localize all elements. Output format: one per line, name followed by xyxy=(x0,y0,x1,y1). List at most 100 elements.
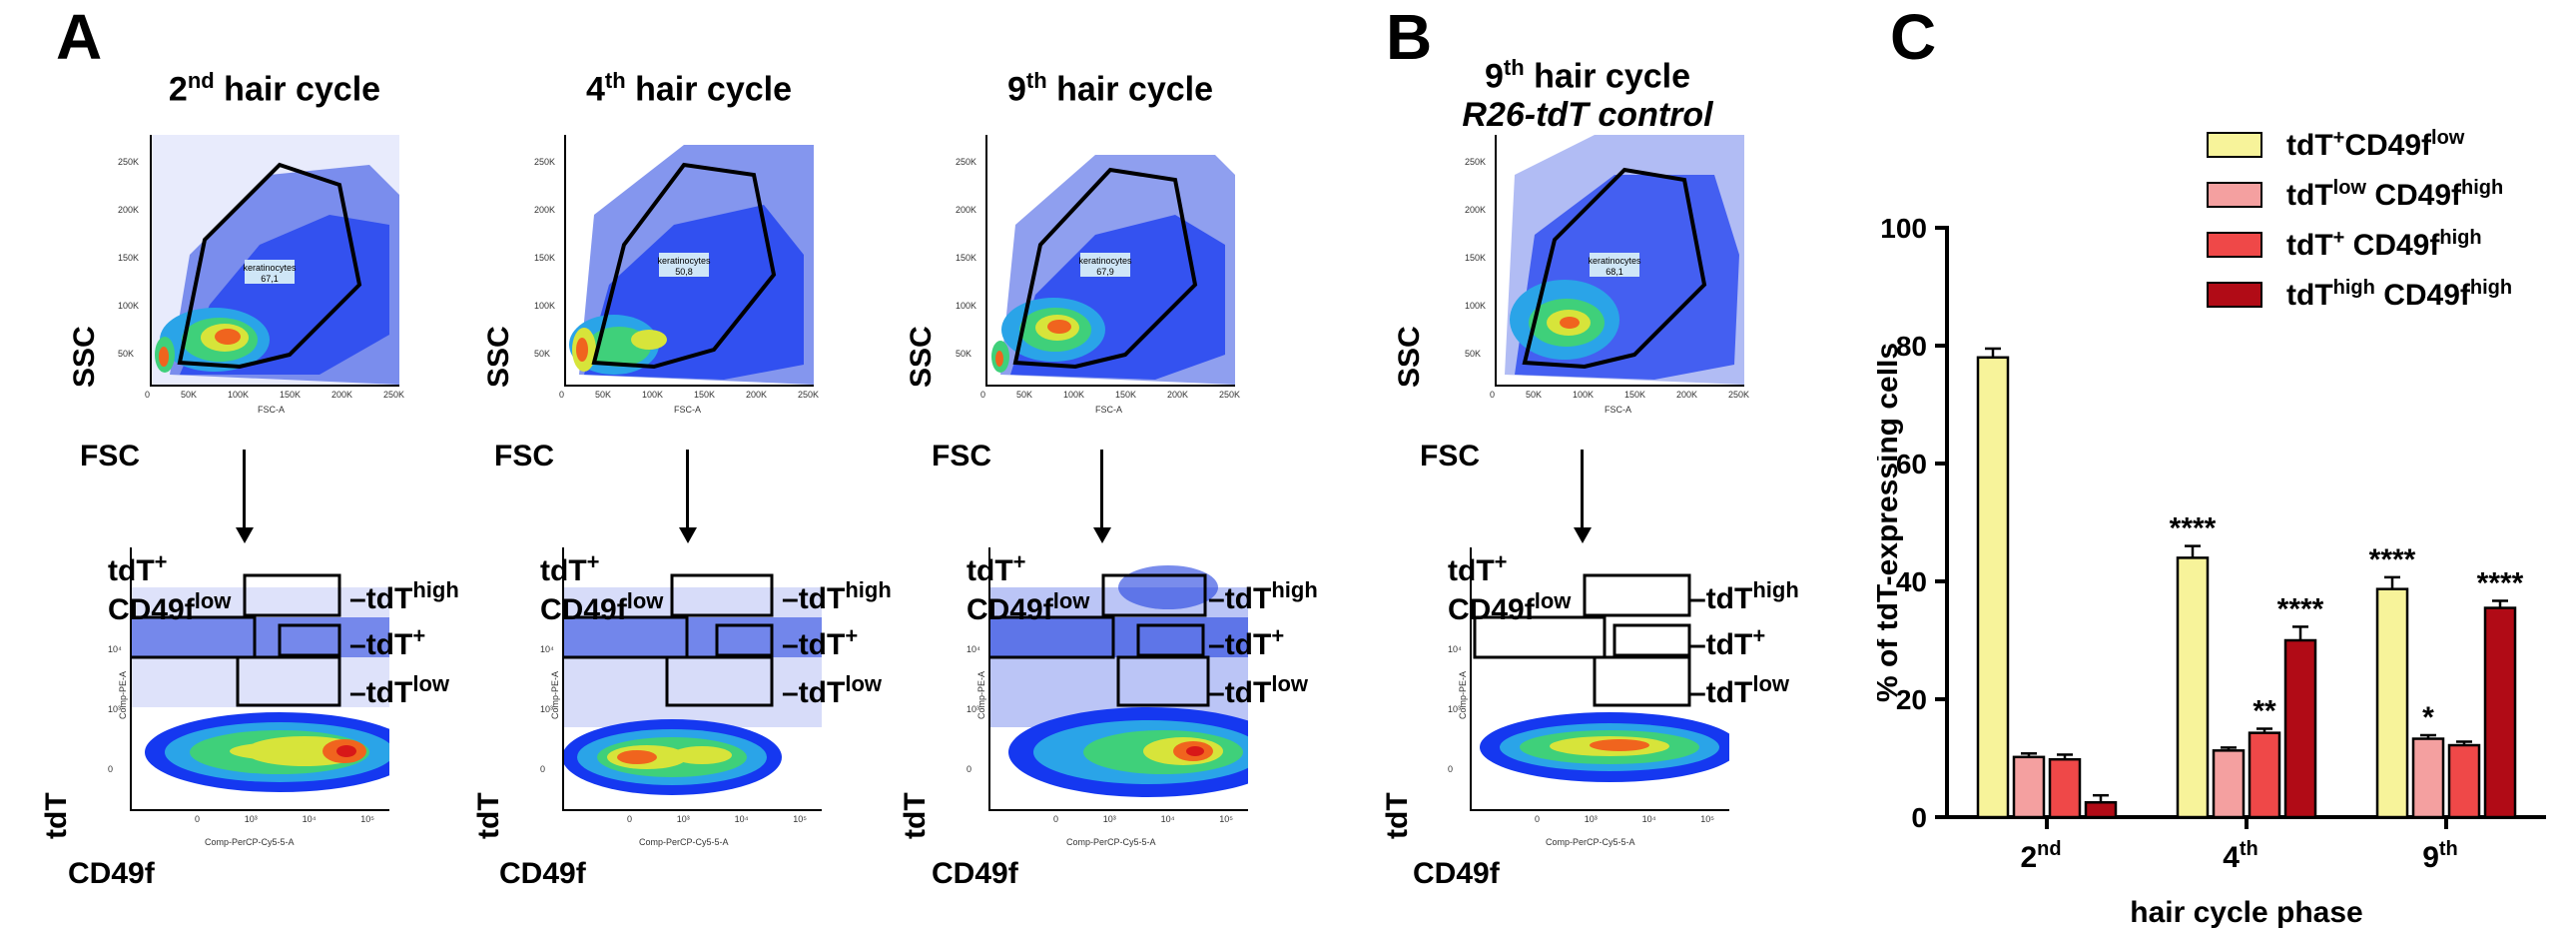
gate-pct-4th: 50,8 xyxy=(675,267,693,277)
significance-stars: * xyxy=(2422,701,2434,734)
cd49f-label-control: CD49f xyxy=(1413,857,1500,890)
heading-9th-cycle: 9th hair cycle xyxy=(1006,68,1214,109)
y-tick-label: 0 xyxy=(1911,802,1927,833)
bar xyxy=(2483,606,2517,819)
gate-name-9th: keratinocytes xyxy=(1078,256,1132,266)
x-tick-label: 2nd xyxy=(2020,838,2061,874)
scatter-yticks-control: 250K 200K 150K 100K 50K xyxy=(1465,157,1487,359)
panel-letter-c: C xyxy=(1890,1,1937,73)
facs-xaxis-4th xyxy=(562,809,822,811)
significance-stars: **** xyxy=(2369,543,2416,576)
pe-small-2nd: Comp-PE-A xyxy=(118,670,128,719)
arrow-head-4th xyxy=(679,527,697,543)
fsc-label-control: FSC xyxy=(1420,440,1480,473)
gate-label-tdtplus-4th: –tdT+ xyxy=(782,623,859,661)
gate-pct-control: 68,1 xyxy=(1606,267,1623,277)
gate-label-tdthigh-control: –tdThigh xyxy=(1689,577,1799,615)
gate-label-tdtplus-9th: –tdT+ xyxy=(1208,623,1285,661)
facs-yaxis-9th xyxy=(988,547,990,809)
fsc-a-small-2nd: FSC-A xyxy=(258,405,285,415)
facs-yaxis-4th xyxy=(562,547,564,809)
arrow-head-2nd xyxy=(236,527,254,543)
legend-item: tdThigh CD49fhigh xyxy=(2207,270,2512,320)
facs-density-9th xyxy=(988,547,1248,809)
facs-yticks-4th: 10⁴ 10³ 0 xyxy=(540,644,554,774)
scatter-yticks-2nd: 250K 200K 150K 100K 50K xyxy=(118,157,140,359)
pe-small-9th: Comp-PE-A xyxy=(976,670,986,719)
legend-item: tdT+ CD49fhigh xyxy=(2207,220,2512,270)
facs-xticks-control: 0 10³ 10⁴ 10⁵ xyxy=(1535,814,1714,824)
ssc-label-control: SSC xyxy=(1393,326,1426,388)
scatter-xaxis-4th xyxy=(564,385,814,387)
legend-swatch xyxy=(2207,232,2262,258)
facs-plot-4th xyxy=(562,547,822,809)
facs-xaxis-9th xyxy=(988,809,1248,811)
bar-chart: 0204060801002nd**********4th*********9th… xyxy=(1877,213,2546,929)
scatter-yticks-4th: 250K 200K 150K 100K 50K xyxy=(534,157,556,359)
scatter-yaxis-2nd xyxy=(150,135,152,385)
legend-swatch xyxy=(2207,182,2262,208)
legend-swatch xyxy=(2207,132,2262,158)
gate-label-tdtplus-control: –tdT+ xyxy=(1689,623,1766,661)
fsc-a-small-4th: FSC-A xyxy=(674,405,701,415)
gate-pct-2nd: 67,1 xyxy=(261,274,279,284)
heading-control: 9th hair cycle R26-tdT control xyxy=(1462,55,1713,135)
arrow-9th xyxy=(1100,450,1103,529)
legend-label: tdTlow CD49fhigh xyxy=(2286,177,2504,212)
bar xyxy=(2176,556,2210,819)
facs-plot-2nd xyxy=(130,547,389,809)
facs-yticks-control: 10⁴ 10³ 0 xyxy=(1448,644,1462,774)
percp-small-4th: Comp-PerCP-Cy5-5-A xyxy=(639,837,729,847)
x-tick-label: 9th xyxy=(2422,838,2458,874)
y-tick-label: 20 xyxy=(1896,684,1927,715)
legend-label: tdT+ CD49fhigh xyxy=(2286,227,2482,262)
facs-yticks-2nd: 10⁴ 10³ 0 xyxy=(108,644,122,774)
gate-label-tdtplus-cd49flow-2nd: tdT+ CD49flow xyxy=(108,549,232,626)
bar xyxy=(1976,356,2010,819)
scatter-density-control: keratinocytes 68,1 xyxy=(1495,135,1744,385)
arrow-head-9th xyxy=(1093,527,1111,543)
scatter-xaxis-2nd xyxy=(150,385,399,387)
bar xyxy=(2048,757,2082,819)
chart-axes xyxy=(1935,226,2546,829)
fsc-label-4th: FSC xyxy=(494,440,554,473)
fsc-label-9th: FSC xyxy=(932,440,991,473)
gate-name-control: keratinocytes xyxy=(1588,256,1641,266)
arrow-control xyxy=(1581,450,1584,529)
legend-swatch xyxy=(2207,282,2262,308)
gate-label-tdtplus-cd49flow-4th: tdT+ CD49flow xyxy=(540,549,664,626)
tdt-label-control: tdT xyxy=(1381,792,1414,839)
gate-label-tdthigh-4th: –tdThigh xyxy=(782,577,892,615)
legend-label: tdThigh CD49fhigh xyxy=(2286,277,2513,312)
y-tick-label: 60 xyxy=(1896,449,1927,479)
pe-small-control: Comp-PE-A xyxy=(1458,670,1468,719)
gate-name-2nd: keratinocytes xyxy=(243,263,297,273)
scatter-density-4th: keratinocytes 50,8 xyxy=(564,135,814,385)
scatter-density-2nd: keratinocytes 67,1 xyxy=(150,135,399,385)
scatter-plot-9th: keratinocytes 67,9 xyxy=(985,135,1235,385)
significance-stars: **** xyxy=(2277,592,2324,625)
gate-name-4th: keratinocytes xyxy=(657,256,711,266)
facs-yaxis-2nd xyxy=(130,547,132,809)
chart-x-label: hair cycle phase xyxy=(2130,896,2362,929)
bar xyxy=(2447,743,2481,819)
fsc-a-small-9th: FSC-A xyxy=(1095,405,1122,415)
gate-label-tdtlow-control: –tdTlow xyxy=(1689,671,1789,709)
facs-xticks-4th: 0 10³ 10⁴ 10⁵ xyxy=(627,814,807,824)
gate-label-tdthigh-2nd: –tdThigh xyxy=(349,577,459,615)
gate-label-tdtlow-9th: –tdTlow xyxy=(1208,671,1308,709)
y-tick-label: 40 xyxy=(1896,566,1927,597)
x-tick-label: 4th xyxy=(2223,838,2258,874)
legend-item: tdTlow CD49fhigh xyxy=(2207,170,2512,220)
significance-stars: **** xyxy=(2170,512,2217,545)
arrow-head-control xyxy=(1574,527,1592,543)
heading-2nd-cycle: 2nd hair cycle xyxy=(168,68,381,109)
scatter-plot-2nd: keratinocytes 67,1 xyxy=(150,135,399,385)
bar xyxy=(2212,749,2246,819)
significance-stars: **** xyxy=(2477,566,2524,599)
facs-xticks-2nd: 0 10³ 10⁴ 10⁵ xyxy=(195,814,374,824)
scatter-xticks-9th: 0 50K 100K 150K 200K 250K xyxy=(980,390,1240,400)
facs-yaxis-control xyxy=(1470,547,1472,809)
bar xyxy=(2411,737,2445,819)
ssc-label-2nd: SSC xyxy=(68,326,101,388)
